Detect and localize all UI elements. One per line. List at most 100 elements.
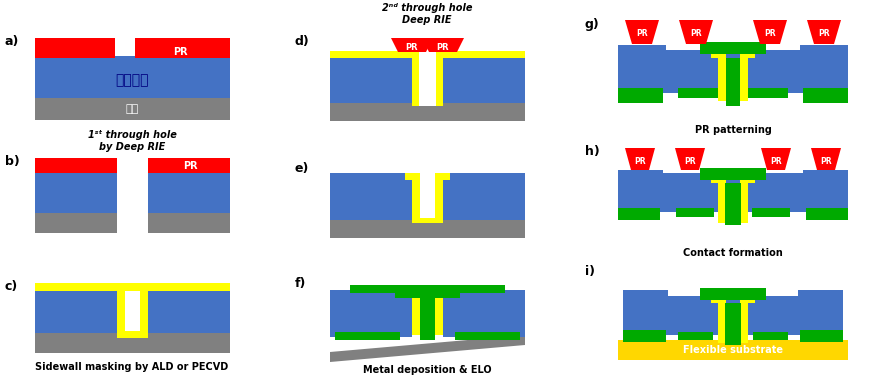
Bar <box>412 330 442 335</box>
Bar <box>329 56 412 103</box>
Bar <box>35 213 229 233</box>
Polygon shape <box>624 20 658 44</box>
Bar <box>717 176 724 220</box>
Bar <box>125 291 140 338</box>
Bar <box>335 332 400 340</box>
Bar <box>740 296 747 340</box>
Bar <box>442 173 524 220</box>
Bar <box>797 290 842 335</box>
Bar <box>420 297 434 340</box>
Bar <box>617 45 666 93</box>
Bar <box>434 173 449 180</box>
Bar <box>802 170 847 212</box>
Text: PR: PR <box>819 156 831 166</box>
Bar <box>412 180 420 220</box>
Bar <box>724 183 740 225</box>
Bar <box>617 208 660 220</box>
Bar <box>329 173 412 220</box>
Bar <box>700 288 765 300</box>
Bar <box>35 333 229 353</box>
Bar <box>116 158 148 233</box>
Bar <box>700 42 765 54</box>
Bar <box>740 296 754 303</box>
Bar <box>457 285 504 293</box>
Bar <box>412 56 419 103</box>
Bar <box>35 158 116 173</box>
Text: PR: PR <box>683 156 695 166</box>
Text: g): g) <box>584 18 599 31</box>
Bar <box>677 332 713 340</box>
Bar <box>419 48 435 106</box>
Text: Contact formation: Contact formation <box>682 248 782 258</box>
Bar <box>434 180 442 220</box>
Bar <box>35 288 116 333</box>
Polygon shape <box>329 335 524 362</box>
Bar <box>35 291 116 333</box>
Bar <box>442 56 524 103</box>
Bar <box>717 96 747 101</box>
Text: PR: PR <box>634 156 645 166</box>
Text: Flexible substrate: Flexible substrate <box>682 345 782 355</box>
Bar <box>662 173 802 212</box>
Polygon shape <box>624 148 654 170</box>
Bar <box>617 340 847 360</box>
Bar <box>148 288 229 333</box>
Polygon shape <box>674 148 704 170</box>
Text: h): h) <box>584 145 599 158</box>
Text: PR: PR <box>817 30 829 38</box>
Text: Sidewall masking by ALD or PECVD: Sidewall masking by ALD or PECVD <box>36 362 229 372</box>
Bar <box>710 296 725 303</box>
Bar <box>148 291 229 333</box>
Bar <box>329 290 412 337</box>
Text: f): f) <box>295 277 306 290</box>
Bar <box>677 88 720 98</box>
Text: PR: PR <box>635 30 647 38</box>
Bar <box>717 338 747 343</box>
Text: 태양전지: 태양전지 <box>115 73 149 87</box>
Polygon shape <box>390 38 433 52</box>
Bar <box>442 290 524 337</box>
Bar <box>35 283 229 291</box>
Bar <box>724 303 740 345</box>
Bar <box>675 208 713 217</box>
Text: e): e) <box>295 162 309 175</box>
Text: PR: PR <box>689 30 701 38</box>
Text: 기판: 기판 <box>125 104 138 114</box>
Text: PR: PR <box>182 161 197 171</box>
Bar <box>420 173 434 220</box>
Text: PR: PR <box>769 156 781 166</box>
Bar <box>717 50 725 98</box>
Polygon shape <box>421 38 463 52</box>
Bar <box>710 176 725 183</box>
Bar <box>395 285 460 298</box>
Bar <box>617 88 662 103</box>
Text: a): a) <box>5 35 19 48</box>
Bar <box>349 285 396 293</box>
Bar <box>405 173 420 180</box>
Bar <box>802 88 847 103</box>
Bar <box>412 218 442 223</box>
Bar <box>116 331 148 338</box>
Bar <box>435 56 442 103</box>
Bar <box>412 101 442 106</box>
Text: PR: PR <box>436 44 448 52</box>
Text: PR: PR <box>405 44 418 52</box>
Text: PR patterning: PR patterning <box>693 125 771 135</box>
Text: PR: PR <box>172 47 187 57</box>
Bar <box>35 56 229 98</box>
Polygon shape <box>678 20 713 44</box>
Bar <box>329 103 524 121</box>
Bar <box>740 50 747 98</box>
Text: Metal deposition & ELO: Metal deposition & ELO <box>362 365 491 375</box>
Bar <box>740 176 747 220</box>
Bar <box>329 56 412 103</box>
Bar <box>135 38 229 58</box>
Polygon shape <box>810 148 840 170</box>
Bar <box>412 297 420 332</box>
Text: PR: PR <box>763 30 775 38</box>
Bar <box>434 297 442 332</box>
Bar <box>35 283 229 291</box>
Bar <box>751 208 789 217</box>
Bar <box>667 296 797 335</box>
Polygon shape <box>806 20 840 44</box>
